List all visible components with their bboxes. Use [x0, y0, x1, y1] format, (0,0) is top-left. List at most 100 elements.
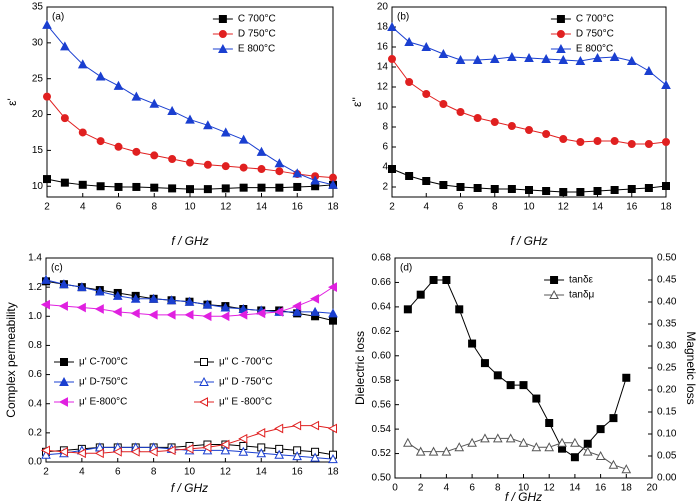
- data-point: [310, 175, 320, 185]
- data-point: [310, 293, 320, 304]
- legend-label: tanδε: [569, 275, 593, 286]
- y-tick-label: 35: [32, 2, 44, 13]
- data-point: [114, 182, 123, 191]
- data-point: [524, 52, 534, 62]
- data-point: [275, 183, 284, 192]
- data-point: [405, 172, 414, 180]
- data-point: [148, 309, 158, 320]
- data-point: [422, 90, 431, 98]
- x-tick-label: 12: [220, 202, 232, 213]
- data-point: [220, 127, 231, 137]
- data-point: [329, 316, 337, 325]
- legend-marker: [549, 289, 559, 299]
- data-point: [132, 147, 141, 156]
- x-tick-label: 18: [660, 202, 672, 213]
- x-tick-label: 14: [256, 467, 268, 478]
- data-point: [130, 308, 140, 319]
- data-point: [442, 276, 451, 284]
- y-tick-label: 0.54: [372, 424, 392, 435]
- y-tick-label: 1.4: [28, 253, 42, 264]
- data-point: [40, 445, 50, 456]
- data-point: [480, 359, 489, 368]
- data-point: [421, 41, 432, 51]
- data-point: [58, 301, 68, 311]
- y-tick-label: 20: [32, 109, 44, 120]
- x-tick-label: 6: [115, 467, 121, 478]
- data-point: [661, 79, 671, 89]
- data-point: [328, 454, 338, 464]
- data-point: [610, 186, 619, 194]
- data-point: [186, 158, 194, 167]
- panel-label: (b): [397, 12, 409, 23]
- data-point: [310, 452, 320, 462]
- data-point: [132, 182, 141, 191]
- data-point: [570, 453, 579, 462]
- data-point: [167, 105, 177, 115]
- y-tick-label: 0.66: [372, 277, 392, 288]
- y-tick-label: 30: [32, 37, 44, 48]
- data-point: [274, 158, 285, 168]
- data-point: [60, 41, 70, 51]
- data-point: [456, 108, 465, 116]
- x-tick-label: 4: [444, 483, 450, 494]
- data-point: [112, 290, 123, 300]
- x-tick-label: 14: [592, 202, 604, 213]
- data-point: [130, 293, 141, 303]
- plot-frame: [46, 6, 334, 198]
- data-point: [403, 437, 413, 447]
- data-point: [595, 450, 606, 460]
- data-point: [558, 54, 569, 64]
- data-point: [472, 54, 483, 64]
- data-point: [328, 179, 338, 189]
- data-point: [94, 448, 104, 459]
- data-point: [518, 437, 529, 447]
- legend-marker: [218, 43, 228, 53]
- data-point: [130, 446, 140, 457]
- data-point: [456, 183, 465, 191]
- data-point: [621, 464, 632, 474]
- data-point: [112, 446, 122, 457]
- data-point: [387, 21, 397, 31]
- data-point: [627, 185, 636, 193]
- data-point: [544, 442, 555, 452]
- y-tick-label: 0.8: [28, 340, 42, 351]
- y-tick-label: 10: [377, 102, 389, 113]
- x-tick-label: 14: [256, 202, 268, 213]
- data-point: [310, 306, 320, 316]
- series-line: [407, 437, 627, 470]
- data-point: [388, 55, 396, 63]
- data-point: [473, 184, 482, 192]
- data-point: [441, 446, 452, 456]
- data-point: [41, 449, 51, 459]
- data-point: [292, 306, 302, 316]
- y2-tick-label: 0.00: [657, 473, 677, 484]
- data-point: [506, 381, 515, 390]
- data-point: [168, 155, 177, 163]
- data-point: [404, 36, 414, 46]
- data-point: [96, 182, 105, 191]
- data-point: [593, 187, 602, 195]
- legend-label: E 800°C: [576, 44, 613, 55]
- data-point: [473, 114, 482, 122]
- data-point: [292, 168, 303, 178]
- data-point: [468, 339, 477, 348]
- data-point: [493, 371, 502, 380]
- data-point: [40, 299, 50, 310]
- data-point: [76, 448, 86, 459]
- data-point: [492, 433, 503, 443]
- data-point: [202, 442, 212, 453]
- y2-tick-label: 0.15: [657, 407, 677, 418]
- legend-marker: [550, 276, 559, 284]
- plot-frame: [391, 6, 667, 198]
- x-tick-label: 10: [523, 202, 535, 213]
- data-point: [644, 184, 653, 192]
- data-point: [575, 55, 586, 65]
- data-point: [113, 80, 124, 90]
- legend-label: μ'' E -800°C: [219, 397, 272, 408]
- data-point: [149, 98, 160, 108]
- legend-marker: [556, 43, 566, 53]
- x-tick-label: 12: [544, 483, 556, 494]
- data-point: [507, 122, 516, 130]
- data-point: [489, 53, 500, 63]
- data-point: [59, 279, 69, 289]
